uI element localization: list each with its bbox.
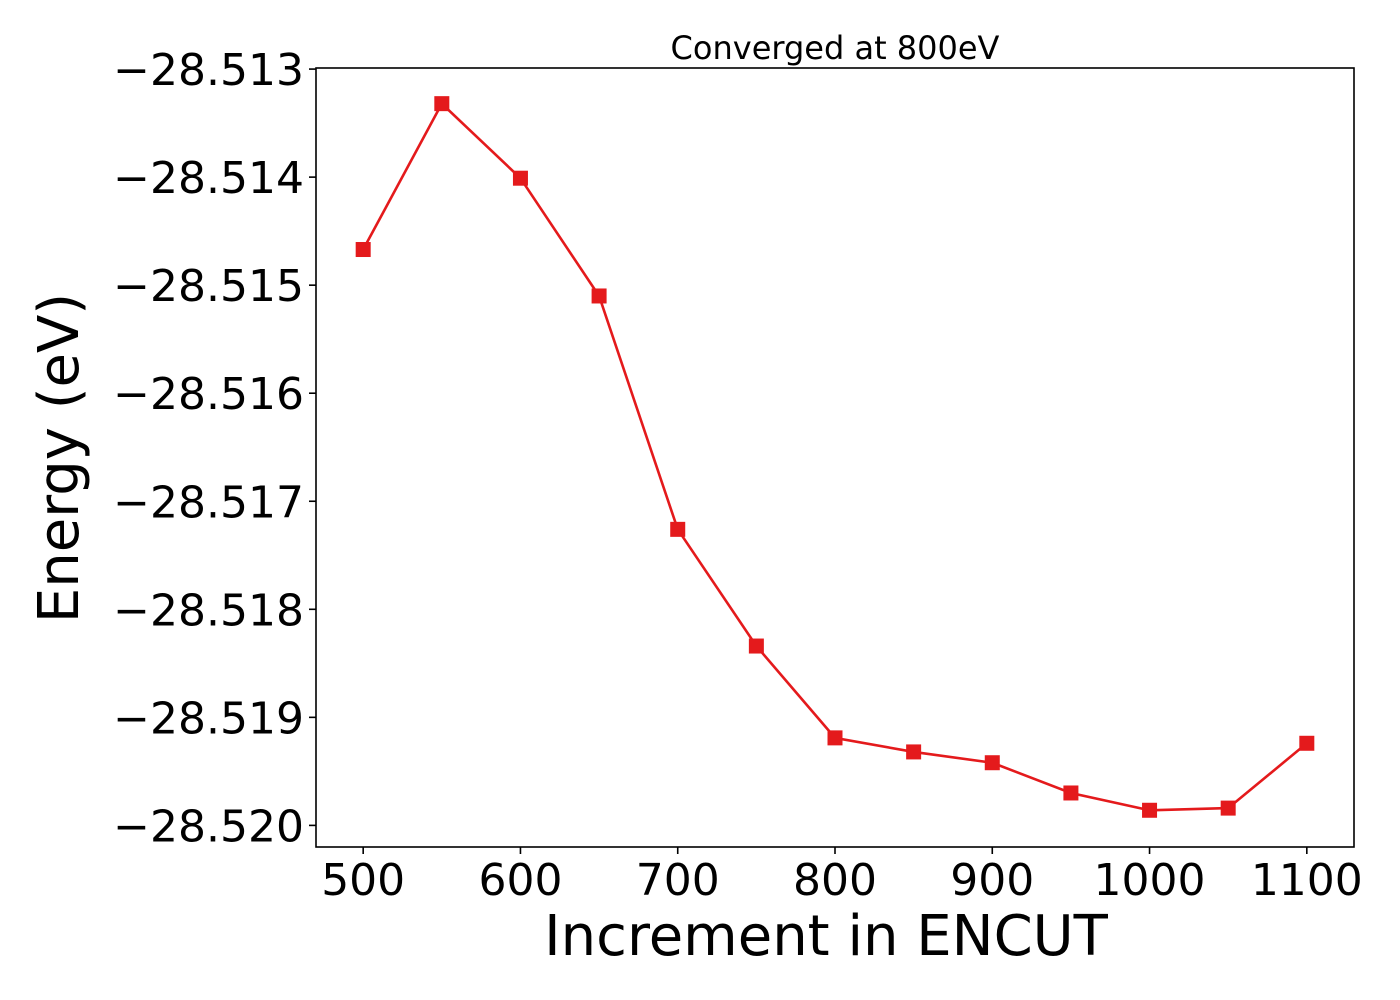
x-tick-label: 800: [793, 855, 877, 906]
data-point-marker: [591, 288, 607, 304]
x-tick-label: 1100: [1251, 855, 1363, 906]
x-tick-label: 500: [321, 855, 405, 906]
x-tick-label: 900: [950, 855, 1034, 906]
data-point-marker: [1142, 802, 1158, 818]
data-point-marker: [434, 96, 450, 112]
data-point-marker: [512, 170, 528, 186]
plot-area: [355, 96, 1315, 818]
y-tick-label: −28.516: [113, 369, 304, 420]
data-point-marker: [906, 744, 922, 760]
data-point-marker: [1063, 785, 1079, 801]
data-point-marker: [1299, 735, 1315, 751]
x-axis-label: Increment in ENCUT: [544, 904, 1109, 969]
data-point-marker: [1220, 800, 1236, 816]
y-tick-label: −28.515: [113, 261, 304, 312]
y-tick-label: −28.519: [113, 693, 304, 744]
x-tick-label: 700: [636, 855, 720, 906]
y-tick-label: −28.520: [113, 801, 304, 852]
y-tick-label: −28.517: [113, 477, 304, 528]
x-tick-label: 600: [478, 855, 562, 906]
y-tick-label: −28.513: [113, 45, 304, 96]
data-point-marker: [984, 755, 1000, 771]
y-axis-label: Energy (eV): [27, 293, 92, 623]
data-point-marker: [827, 730, 843, 746]
axes-frame: [315, 67, 1355, 848]
x-axis-ticks: 500 600 700 800 900 1000 1100: [321, 847, 1363, 906]
data-point-marker: [670, 521, 686, 537]
y-axis-ticks: −28.513 −28.514 −28.515 −28.516 −28.517 −28.5…: [113, 45, 316, 852]
data-point-marker: [355, 242, 371, 258]
data-point-marker: [748, 638, 764, 654]
y-tick-label: −28.518: [113, 585, 304, 636]
chart-title: Converged at 800eV: [671, 29, 1000, 67]
y-tick-label: −28.514: [113, 153, 304, 204]
x-tick-label: 1000: [1094, 855, 1206, 906]
